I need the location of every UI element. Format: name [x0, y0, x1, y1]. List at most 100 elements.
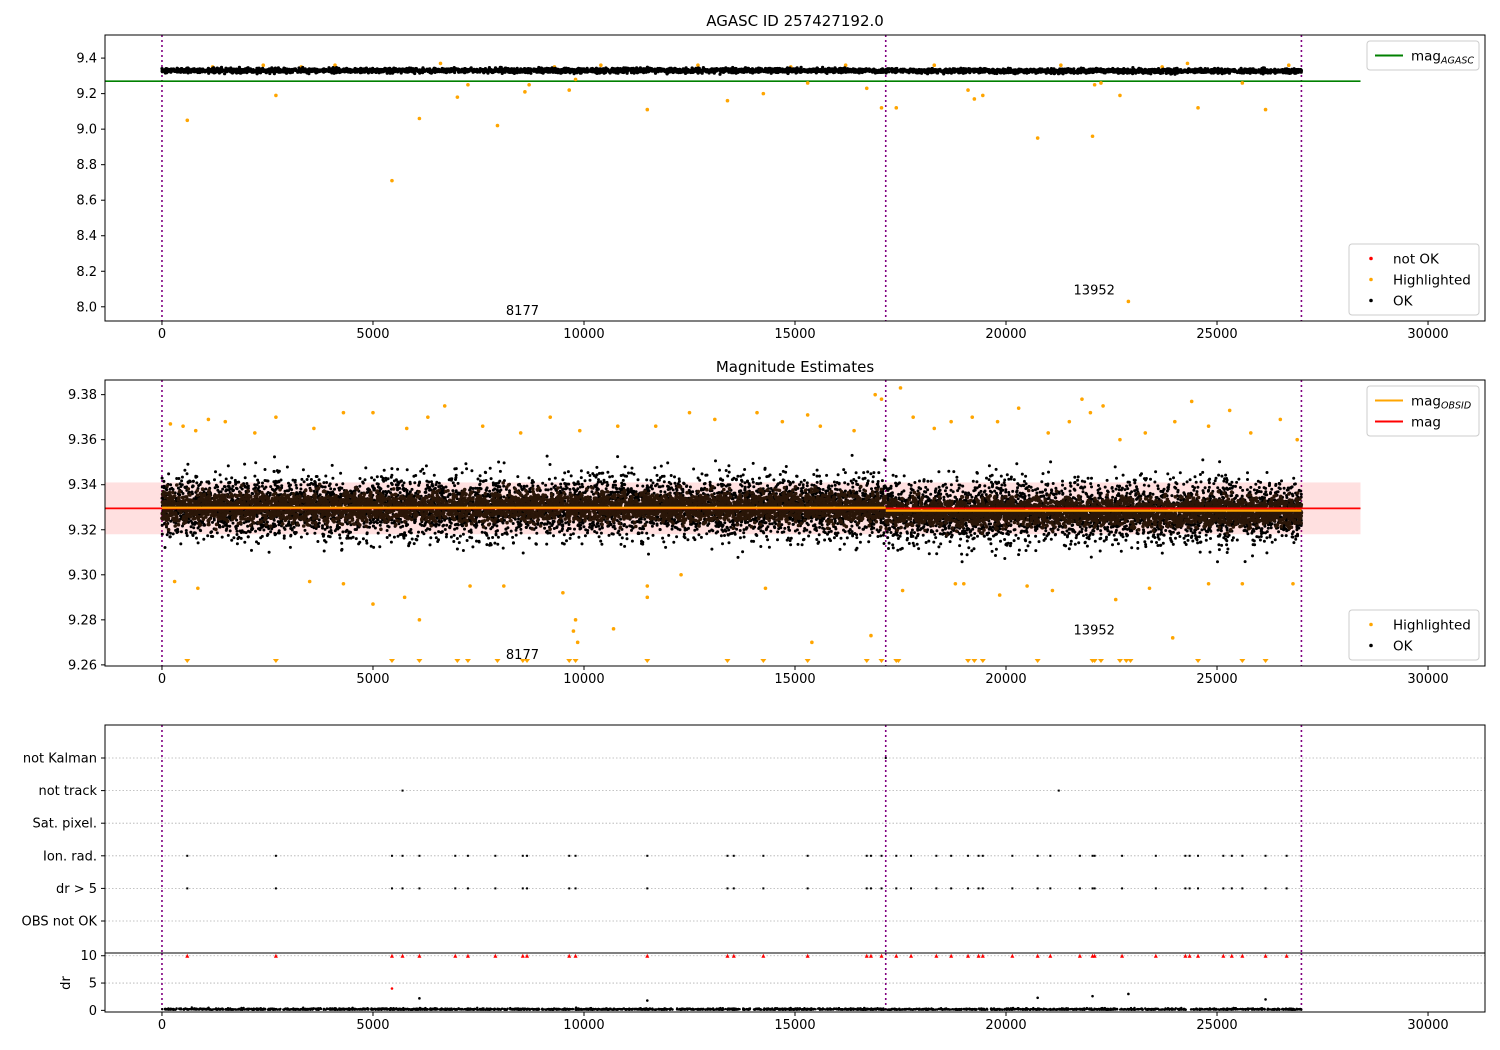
agasc-ok-point — [649, 68, 653, 73]
agasc-legend-marker — [1369, 277, 1373, 282]
agasc-ok-point — [554, 70, 558, 74]
agasc-ok-point — [547, 67, 551, 71]
estimates-highlighted-point — [312, 426, 316, 431]
estimates-clipped-marker — [965, 659, 972, 663]
agasc-ok-point — [366, 71, 370, 75]
agasc-highlighted-point — [390, 178, 394, 183]
agasc-ok-point — [751, 68, 755, 72]
agasc-highlighted-point — [1090, 134, 1095, 139]
agasc-ok-point — [616, 70, 620, 74]
agasc-ok-point — [406, 69, 410, 73]
agasc-ok-point — [1250, 68, 1254, 73]
agasc-ok-point — [1271, 70, 1275, 74]
agasc-ok-point — [827, 66, 831, 71]
agasc-highlighted-point — [1286, 63, 1291, 67]
agasc-ok-point — [603, 68, 607, 72]
agasc-ok-point — [501, 67, 505, 72]
agasc-ok-point — [267, 67, 271, 71]
agasc-highlighted-point — [1263, 107, 1268, 112]
agasc-ok-point — [931, 70, 936, 74]
estimates-highlighted-point — [341, 582, 346, 586]
agasc-ok-point — [1087, 68, 1091, 72]
estimates-ok-point — [512, 541, 515, 545]
agasc-ok-point — [559, 71, 563, 75]
agasc-ok-point — [825, 71, 829, 75]
agasc-ok-point — [1076, 68, 1080, 72]
agasc-ok-point — [610, 67, 614, 71]
estimates-clipped-marker — [566, 659, 573, 663]
agasc-ok-point — [298, 69, 302, 73]
agasc-highlighted-point — [805, 81, 810, 85]
agasc-ok-point — [256, 67, 260, 72]
estimates-ok-point — [798, 483, 801, 487]
agasc-ok-point — [426, 69, 430, 73]
agasc-xtick-label: 0 — [158, 327, 166, 342]
agasc-ok-point — [1079, 71, 1083, 75]
estimates-clipped-marker — [1091, 659, 1098, 663]
estimates-highlighted-point — [206, 417, 211, 422]
agasc-ok-point — [1062, 67, 1066, 71]
estimates-clipped-marker — [971, 659, 978, 663]
agasc-ok-point — [275, 67, 279, 72]
estimates-highlighted-point — [1050, 588, 1055, 593]
agasc-ok-point — [1160, 70, 1164, 75]
agasc-ok-point — [679, 68, 684, 72]
agasc-highlighted-point — [864, 86, 869, 91]
agasc-ok-point — [313, 68, 317, 72]
agasc-ok-point — [851, 69, 856, 73]
estimates-highlighted-point — [818, 424, 823, 428]
estimates-highlighted-point — [518, 431, 523, 435]
agasc-ok-point — [1232, 68, 1237, 72]
estimates-clipped-marker — [464, 659, 471, 663]
estimates-highlighted-point — [645, 595, 650, 600]
agasc-highlighted-point — [894, 106, 899, 110]
agasc-ok-point — [975, 69, 979, 73]
agasc-ytick-label: 8.6 — [76, 194, 97, 209]
agasc-ok-point — [791, 69, 795, 73]
agasc-ytick-label: 8.4 — [76, 229, 97, 244]
agasc-legend-label: OK — [1393, 294, 1414, 310]
agasc-ok-point — [186, 66, 190, 70]
estimates-highlighted-point — [577, 428, 582, 433]
agasc-ok-point — [899, 69, 903, 73]
agasc-ok-point — [321, 68, 325, 72]
agasc-ok-point — [285, 67, 289, 71]
agasc-highlighted-point — [261, 63, 266, 67]
estimates-highlighted-point — [168, 422, 173, 426]
agasc-ok-point — [723, 69, 727, 73]
agasc-ok-point — [1113, 70, 1117, 74]
agasc-ok-point — [910, 69, 914, 73]
agasc-ok-point — [265, 69, 269, 73]
estimates-highlighted-point — [468, 584, 472, 588]
agasc-ok-point — [1145, 69, 1149, 73]
estimates-ok-point — [410, 487, 414, 491]
agasc-legend-box — [1348, 243, 1480, 316]
agasc-legend-label: not OK — [1393, 252, 1440, 268]
agasc-ok-point — [300, 68, 305, 72]
agasc-ok-point — [1020, 69, 1024, 74]
agasc-ok-point — [1102, 68, 1106, 72]
estimates-highlighted-point — [196, 586, 200, 591]
estimates-highlighted-point — [1143, 431, 1148, 435]
agasc-ok-point — [386, 67, 390, 71]
estimates-highlighted-point — [1046, 431, 1051, 435]
agasc-ok-point — [947, 69, 951, 73]
estimates-highlighted-point — [879, 397, 884, 401]
agasc-highlighted-point — [466, 82, 470, 87]
agasc-ok-point — [353, 66, 357, 71]
agasc-highlighted-point — [333, 63, 337, 67]
agasc-ok-point — [1185, 70, 1189, 74]
agasc-ok-point — [812, 69, 816, 73]
estimates-highlighted-point — [1291, 582, 1295, 586]
agasc-ok-point — [230, 70, 234, 75]
estimates-ok-point — [686, 538, 690, 542]
agasc-ok-point — [466, 68, 470, 73]
agasc-ok-point — [838, 67, 842, 72]
estimates-highlighted-point — [1101, 404, 1105, 408]
agasc-ok-point — [535, 70, 539, 74]
estimates-highlighted-point — [653, 424, 658, 428]
estimates-highlighted-point — [869, 633, 873, 638]
estimates-ok-point — [476, 477, 480, 481]
agasc-ok-point — [1017, 67, 1021, 71]
